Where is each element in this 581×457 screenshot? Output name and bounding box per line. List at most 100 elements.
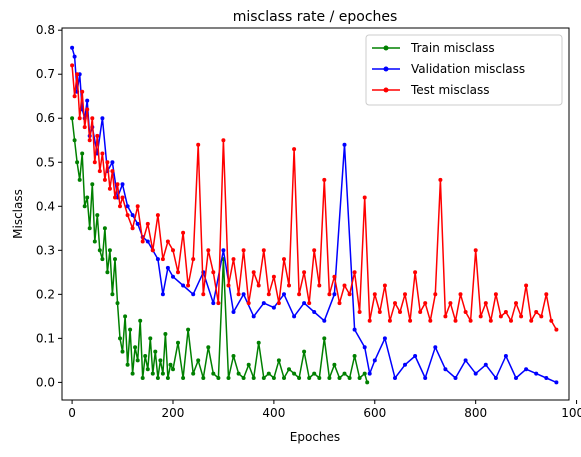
data-point bbox=[135, 204, 140, 209]
data-point bbox=[322, 336, 327, 341]
data-point bbox=[115, 182, 120, 187]
data-point bbox=[160, 371, 165, 376]
data-point bbox=[145, 367, 150, 372]
data-point bbox=[145, 239, 150, 244]
data-point bbox=[251, 270, 256, 275]
data-point bbox=[155, 213, 160, 218]
data-point bbox=[403, 362, 407, 367]
data-point bbox=[128, 327, 133, 332]
data-point bbox=[138, 318, 143, 323]
data-point bbox=[322, 318, 327, 323]
data-point bbox=[196, 358, 201, 363]
legend-label: Test misclass bbox=[410, 83, 490, 97]
data-point bbox=[488, 318, 493, 323]
data-point bbox=[503, 310, 508, 314]
x-tick-label: 200 bbox=[162, 406, 185, 420]
data-point bbox=[181, 376, 186, 380]
y-tick-label: 0.2 bbox=[36, 287, 55, 301]
data-point bbox=[362, 345, 367, 350]
data-point bbox=[118, 204, 122, 209]
data-point bbox=[332, 274, 337, 279]
legend-label: Train misclass bbox=[410, 41, 495, 55]
data-point bbox=[130, 213, 135, 218]
data-point bbox=[176, 340, 180, 345]
data-point bbox=[171, 248, 175, 253]
data-point bbox=[317, 283, 322, 288]
data-point bbox=[357, 376, 362, 380]
data-point bbox=[266, 371, 271, 376]
data-point bbox=[282, 257, 286, 262]
data-point bbox=[97, 169, 102, 174]
legend-marker bbox=[383, 66, 389, 72]
data-point bbox=[165, 265, 170, 270]
data-point bbox=[539, 314, 544, 319]
data-point bbox=[110, 160, 115, 165]
data-point bbox=[317, 376, 322, 380]
data-point bbox=[186, 283, 191, 288]
data-point bbox=[176, 270, 180, 275]
data-point bbox=[130, 226, 135, 231]
legend-marker bbox=[383, 45, 389, 51]
data-point bbox=[236, 292, 241, 297]
data-point bbox=[110, 292, 115, 297]
y-tick-label: 0.6 bbox=[36, 111, 55, 125]
data-point bbox=[241, 248, 246, 253]
data-point bbox=[413, 354, 418, 358]
data-point bbox=[418, 310, 423, 314]
data-point bbox=[438, 177, 443, 182]
data-point bbox=[271, 274, 276, 279]
legend-marker bbox=[383, 87, 389, 93]
data-point bbox=[342, 283, 347, 288]
data-point bbox=[140, 376, 145, 380]
data-point bbox=[107, 186, 112, 191]
series-line bbox=[71, 47, 557, 384]
data-point bbox=[342, 142, 347, 147]
data-point bbox=[524, 283, 529, 288]
data-point bbox=[362, 371, 367, 376]
data-point bbox=[282, 292, 286, 297]
data-point bbox=[87, 226, 92, 231]
data-point bbox=[216, 376, 221, 380]
data-point bbox=[534, 310, 539, 314]
data-point bbox=[302, 349, 307, 354]
data-point bbox=[105, 160, 110, 165]
data-point bbox=[458, 292, 463, 297]
data-point bbox=[90, 182, 95, 187]
data-point bbox=[478, 314, 483, 319]
y-tick-label: 0.7 bbox=[36, 67, 55, 81]
data-point bbox=[80, 151, 85, 156]
data-point bbox=[75, 160, 80, 165]
plot-frame bbox=[61, 27, 570, 401]
data-point bbox=[160, 257, 165, 262]
data-point bbox=[256, 283, 261, 288]
data-point bbox=[251, 314, 256, 319]
data-point bbox=[483, 301, 488, 306]
data-point bbox=[246, 301, 251, 306]
data-point bbox=[246, 362, 251, 367]
data-point bbox=[483, 362, 488, 367]
data-point bbox=[100, 257, 105, 262]
data-point bbox=[256, 340, 261, 345]
data-point bbox=[72, 138, 77, 143]
data-point bbox=[312, 371, 317, 376]
data-point bbox=[201, 292, 206, 297]
data-point bbox=[367, 371, 372, 376]
data-point bbox=[382, 336, 387, 341]
data-point bbox=[276, 301, 281, 306]
data-point bbox=[107, 248, 112, 253]
data-point bbox=[302, 270, 307, 275]
data-point bbox=[125, 213, 130, 218]
data-point bbox=[221, 138, 226, 143]
data-point bbox=[357, 310, 362, 314]
y-axis-ticks: 0.0 0.1 0.2 0.3 0.4 0.5 0.6 0.7 0.8 bbox=[36, 23, 62, 389]
data-point bbox=[413, 270, 418, 275]
data-point bbox=[201, 376, 206, 380]
data-point bbox=[181, 230, 186, 235]
data-point bbox=[102, 177, 107, 182]
data-point bbox=[347, 376, 352, 380]
data-point bbox=[231, 257, 236, 262]
data-point bbox=[191, 292, 196, 297]
data-point bbox=[261, 376, 266, 380]
data-point bbox=[77, 116, 82, 121]
